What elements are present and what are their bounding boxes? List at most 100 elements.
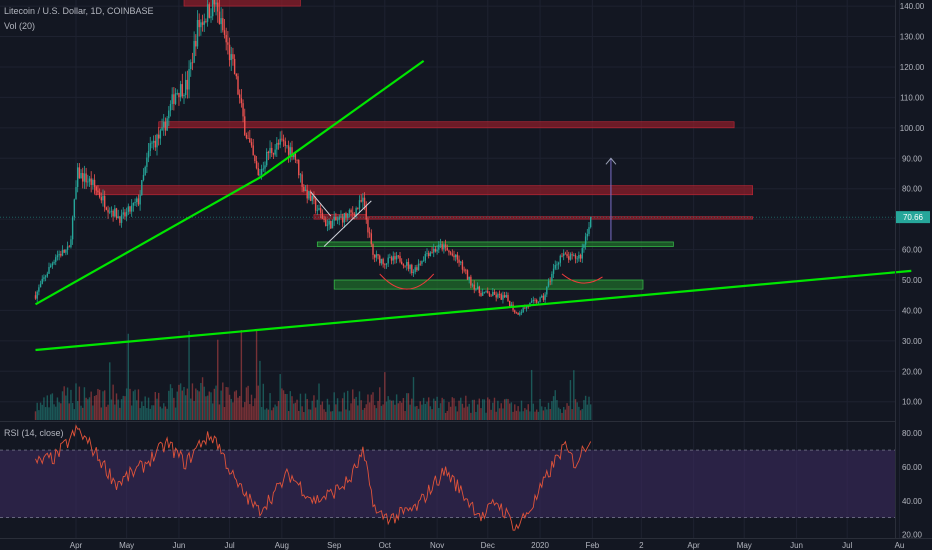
volume-bar — [362, 409, 364, 420]
candle-body — [346, 213, 349, 218]
candle-body — [335, 216, 337, 221]
volume-bar — [395, 394, 398, 420]
x-tick-label: Apr — [70, 541, 83, 550]
candle-body — [171, 94, 173, 105]
volume-bar — [166, 408, 168, 420]
volume-bar — [541, 406, 543, 420]
candle-body — [38, 287, 40, 292]
candle-body — [125, 211, 128, 217]
volume-bar — [168, 390, 170, 420]
volume-bar — [247, 385, 249, 420]
volume-bar — [389, 399, 391, 420]
volume-bar — [525, 409, 528, 420]
volume-bar — [311, 400, 313, 420]
candle-body — [476, 286, 479, 289]
volume-bar — [281, 388, 283, 420]
candle-body — [68, 246, 70, 248]
candle-body — [313, 195, 315, 200]
volume-bar — [559, 409, 562, 420]
volume-bar — [176, 391, 178, 420]
x-tick-label: Au — [895, 541, 905, 550]
candle-body — [397, 255, 400, 257]
candle-body — [547, 281, 550, 287]
x-tick-label: May — [737, 541, 752, 550]
volume-bar — [527, 404, 529, 420]
candle-body — [51, 263, 54, 266]
candle-body — [433, 248, 435, 253]
candle-body — [227, 42, 229, 45]
candle-body — [566, 254, 568, 257]
candle-body — [534, 299, 536, 301]
candle-body — [88, 178, 91, 182]
volume-bar — [218, 404, 221, 420]
volume-bar — [330, 411, 332, 420]
volume-bar — [276, 406, 278, 420]
candle-body — [309, 191, 312, 201]
rsi-tick-label: 80.00 — [902, 429, 923, 438]
candle-body — [311, 195, 313, 201]
volume-bar — [34, 411, 37, 420]
volume-bar — [446, 410, 448, 420]
x-tick-label: 2 — [639, 541, 644, 550]
candle-body — [191, 62, 194, 64]
volume-bar — [272, 407, 275, 420]
volume-bar — [331, 411, 334, 420]
candle-body — [514, 310, 516, 313]
candle-body — [586, 233, 589, 237]
volume-bar — [262, 383, 265, 420]
volume-bar — [416, 405, 418, 420]
candle-body — [568, 256, 570, 260]
volume-bar — [112, 384, 114, 420]
candle-body — [454, 254, 457, 258]
candle-body — [485, 290, 487, 292]
candle-body — [331, 220, 334, 229]
volume-bar — [492, 402, 494, 420]
volume-bar — [203, 386, 205, 420]
volume-bar — [257, 385, 259, 420]
candle-body — [269, 147, 271, 154]
candle-body — [53, 261, 55, 264]
candle-body — [460, 261, 462, 263]
volume-bar — [58, 402, 60, 420]
volume-bar — [304, 393, 307, 420]
candle-body — [456, 254, 459, 260]
candle-body — [468, 276, 470, 280]
volume-bar — [250, 394, 253, 420]
candle-body — [139, 194, 141, 205]
candle-body — [495, 294, 497, 298]
candle-body — [404, 265, 406, 267]
candle-body — [532, 299, 535, 301]
volume-bar — [443, 399, 445, 420]
volume-bar — [326, 398, 329, 420]
volume-bar — [87, 399, 89, 420]
volume-bar — [51, 393, 54, 420]
volume-bar — [107, 404, 109, 420]
volume-bar — [448, 402, 450, 420]
candle-body — [524, 307, 526, 309]
volume-bar — [385, 401, 388, 420]
volume-bar — [292, 403, 295, 420]
candle-body — [373, 254, 376, 258]
candle-body — [554, 265, 556, 269]
volume-bar — [427, 397, 430, 420]
candle-body — [304, 189, 307, 192]
candle-body — [120, 214, 123, 223]
candle-body — [370, 233, 373, 245]
volume-bar — [169, 384, 172, 420]
volume-bar — [581, 408, 583, 420]
candle-body — [200, 22, 202, 28]
volume-bar — [129, 388, 131, 420]
volume-bar — [184, 395, 187, 420]
candle-body — [146, 157, 148, 167]
volume-bar — [137, 389, 140, 420]
candle-body — [92, 179, 94, 185]
candle-body — [316, 210, 319, 212]
volume-bar — [530, 369, 533, 420]
volume-bar — [358, 391, 361, 420]
volume-bar — [537, 411, 540, 420]
candle-body — [537, 301, 540, 303]
volume-bar — [564, 409, 567, 420]
candle-body — [481, 292, 484, 296]
candle-body — [352, 212, 354, 214]
